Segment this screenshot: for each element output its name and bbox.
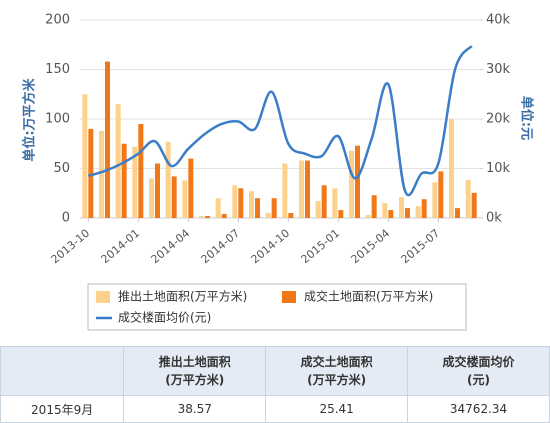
bar [465,179,471,218]
bar [288,213,294,218]
bar [338,210,344,218]
x-tick-label: 2015-07 [399,227,443,267]
table-header: 推出土地面积 (万平方米) 成交土地面积 (万平方米) 成交楼面均价 (元) [0,346,550,396]
x-tick-label: 2015-04 [349,227,393,267]
y2-tick-label: 20k [486,112,511,127]
bar [188,158,194,218]
table-cell: 2015年9月 [0,395,125,423]
chart: 单位:万平方米 单位:元 0 50 100 150 200 0k 10k 20k 30k 40k 2… [22,13,535,331]
x-tick-label: 2014-07 [199,227,243,267]
bar [455,208,460,218]
bar [249,191,254,218]
y-tick-label: 200 [45,13,70,28]
bar [388,210,394,218]
y-tick-label: 100 [45,112,70,127]
table-cell: 25.41 [265,395,409,423]
header-text: (元) [467,373,491,387]
line [87,45,473,197]
header-text: 推出土地面积 [158,355,231,369]
bar [332,188,338,218]
bar [415,206,421,218]
bar [115,104,121,218]
legend-label: 成交土地面积(万平方米) [304,289,433,304]
bar [155,163,160,218]
bar [221,214,227,218]
bar [365,215,371,218]
header-cell: 成交土地面积 (万平方米) [265,346,409,396]
legend-box [87,283,467,331]
bar [438,171,444,218]
bar [238,188,244,218]
bar [299,160,304,218]
legend-label: 推出土地面积(万平方米) [118,289,247,304]
bar [255,198,260,218]
bar [99,130,104,218]
bar [471,192,477,218]
bar [271,198,277,218]
y-tick-label: 150 [45,62,70,77]
bar [205,216,210,218]
y2-axis-title: 单位:元 [519,96,535,140]
bar [105,61,110,218]
bar [215,198,221,218]
y2-tick-label: 30k [486,62,511,77]
bar [282,163,288,218]
table-cell: 34762.34 [407,395,550,423]
x-tick-label: 2014-04 [149,227,193,267]
data-table: 推出土地面积 (万平方米) 成交土地面积 (万平方米) 成交楼面均价 (元) 2015年9… [0,346,550,423]
x-tick-label: 2014-10 [249,227,293,267]
bar [265,213,271,218]
bar [382,203,388,218]
header-cell: 推出土地面积 (万平方米) [123,346,267,396]
bar [321,185,327,218]
bar [171,176,177,218]
bar [349,150,354,218]
bar [371,195,377,218]
y-axis-title: 单位:万平方米 [22,77,38,161]
bar [132,146,138,218]
bar [121,143,127,218]
y2-tick-label: 40k [486,13,511,28]
table-row: 2015年9月 38.57 25.41 34762.34 [0,395,550,423]
bar [421,199,427,218]
bar [182,180,188,218]
bar [305,160,310,218]
bar [199,216,204,218]
bar [315,201,321,218]
x-tick-label: 2015-01 [299,227,343,267]
bar [165,141,171,218]
header-cell [0,346,125,396]
header-text: (万平方米) [307,373,367,387]
bar [82,94,88,218]
y2-tick-label: 10k [486,161,511,176]
bar [432,182,438,218]
legend-label: 成交楼面均价(元) [118,310,211,325]
bar [355,145,360,218]
x-tick-label: 2014-01 [99,227,143,267]
bar [88,128,94,218]
header-text: (万平方米) [165,373,225,387]
x-tick-label: 2013-10 [49,227,93,267]
bar [399,197,404,218]
bar [232,185,238,218]
bar [405,208,410,218]
legend-swatch [282,291,296,303]
bar [449,119,454,218]
y-tick-label: 50 [53,161,70,176]
y2-tick-label: 0k [486,211,502,226]
header-text: 成交土地面积 [300,355,373,369]
y-tick-label: 0 [62,211,70,226]
table-cell: 38.57 [123,395,267,423]
bar [138,123,144,218]
header-text: 成交楼面均价 [442,355,515,369]
bar [149,178,154,218]
legend-swatch [96,291,110,303]
header-cell: 成交楼面均价 (元) [407,346,550,396]
